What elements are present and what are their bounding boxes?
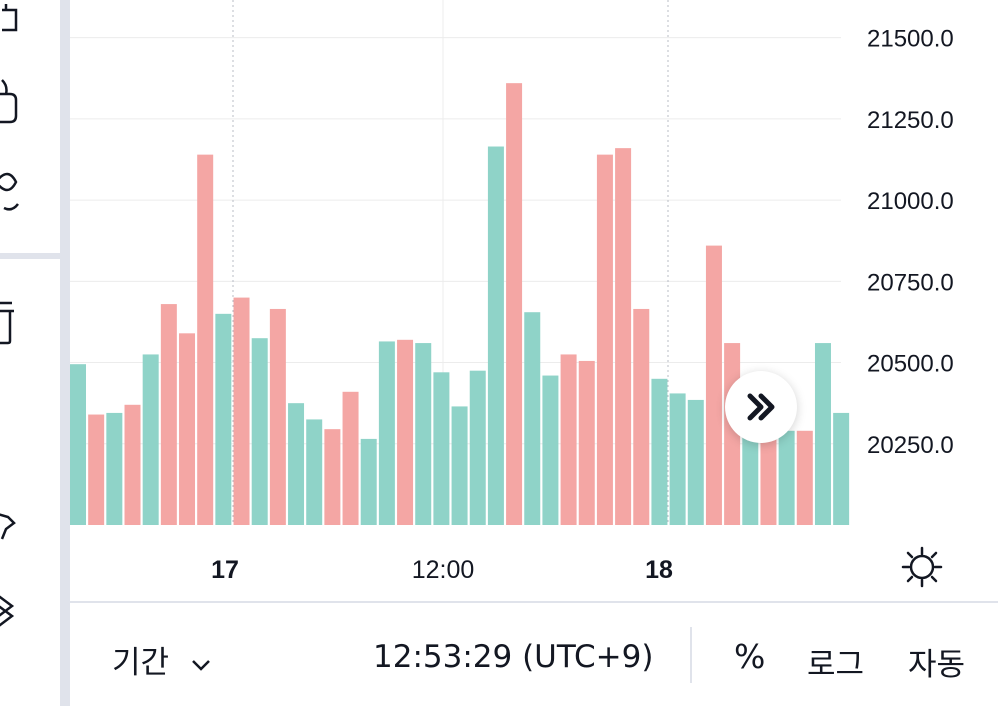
chart-bar: [124, 404, 141, 525]
lock-icon[interactable]: [0, 0, 30, 38]
eye-icon[interactable]: [0, 160, 30, 224]
layers-icon[interactable]: [0, 588, 30, 638]
chart-bar: [415, 343, 432, 525]
chart-bar: [197, 154, 214, 526]
chart-bars: [70, 83, 850, 526]
chart-bar: [542, 375, 559, 525]
chart-bar: [70, 364, 86, 525]
chart-bar: [633, 308, 650, 525]
chart-bar: [651, 378, 668, 525]
timezone-clock[interactable]: 12:53:29 (UTC+9): [373, 639, 654, 675]
chart-bar: [324, 429, 341, 525]
chart-bar: [179, 333, 196, 525]
chart-bar: [88, 414, 105, 525]
volume-chart[interactable]: 21500.0 21250.0 21000.0 20750.0 20500.0 20250…: [70, 0, 998, 600]
toolbar-separator: [60, 0, 70, 706]
chart-bar: [596, 154, 613, 526]
chart-bar: [487, 146, 504, 525]
chart-bar: [233, 297, 250, 525]
chart-bar: [560, 354, 577, 525]
chart-bar: [778, 430, 795, 525]
chart-bar: [215, 313, 232, 525]
auto-scale-button[interactable]: 자동: [908, 647, 966, 683]
chart-bar: [669, 393, 686, 525]
bottom-toolbar: 기간 12:53:29 (UTC+9) % 로그 자동: [70, 603, 998, 706]
chart-bar: [814, 343, 831, 525]
chart-bar: [378, 341, 395, 525]
chart-bar: [687, 399, 704, 525]
chart-bar: [142, 354, 159, 525]
log-scale-button[interactable]: 로그: [807, 647, 865, 683]
chart-bar: [106, 412, 123, 525]
chart-bar: [251, 338, 268, 525]
time-axis-label: 12:00: [412, 556, 475, 584]
chart-bar: [397, 339, 414, 525]
price-axis-label: 21500.0: [867, 26, 954, 53]
chart-bar: [269, 308, 286, 525]
tag-icon[interactable]: [0, 78, 30, 128]
chart-bar: [578, 360, 595, 525]
double-chevron-right-icon: [747, 393, 775, 421]
chart-bar: [796, 430, 813, 525]
price-axis: 21500.0 21250.0 21000.0 20750.0 20500.0 20250…: [867, 26, 954, 459]
price-axis-label: 20500.0: [867, 351, 954, 378]
bottom-bar-divider: [70, 601, 998, 603]
time-axis: 17 12:00 18: [211, 556, 673, 584]
chart-bar: [433, 372, 450, 525]
chart-bar: [524, 312, 541, 525]
chart-bar: [833, 412, 850, 525]
scroll-to-realtime-button[interactable]: [725, 371, 797, 443]
chart-bar: [705, 245, 722, 525]
time-axis-label: 18: [645, 556, 673, 584]
chart-pane[interactable]: 21500.0 21250.0 21000.0 20750.0 20500.0 20250…: [70, 0, 998, 600]
chart-bar: [615, 148, 632, 525]
time-axis-label: 17: [211, 556, 239, 584]
chart-bar: [451, 406, 468, 525]
chart-bar: [360, 438, 377, 525]
toolbar-divider: [0, 253, 60, 259]
price-axis-label: 21250.0: [867, 107, 954, 134]
percent-scale-button[interactable]: %: [734, 637, 766, 676]
chart-bar: [160, 304, 177, 525]
price-axis-label: 20750.0: [867, 269, 954, 296]
star-icon[interactable]: [0, 505, 30, 549]
date-range-label: 기간: [112, 645, 170, 681]
bottom-bar-separator: [690, 627, 692, 683]
trash-icon[interactable]: [0, 295, 30, 351]
settings-icon[interactable]: [900, 545, 944, 593]
price-axis-label: 21000.0: [867, 188, 954, 215]
chart-bar: [342, 391, 359, 525]
left-toolbar: [0, 0, 60, 706]
date-range-button[interactable]: 기간: [112, 637, 213, 682]
chart-bar: [469, 370, 486, 525]
chart-bar: [306, 419, 323, 525]
chart-bar: [288, 403, 305, 525]
chevron-down-icon: [192, 659, 210, 671]
chart-bar: [742, 421, 759, 525]
chart-bar: [506, 83, 523, 525]
price-axis-label: 20250.0: [867, 432, 954, 459]
